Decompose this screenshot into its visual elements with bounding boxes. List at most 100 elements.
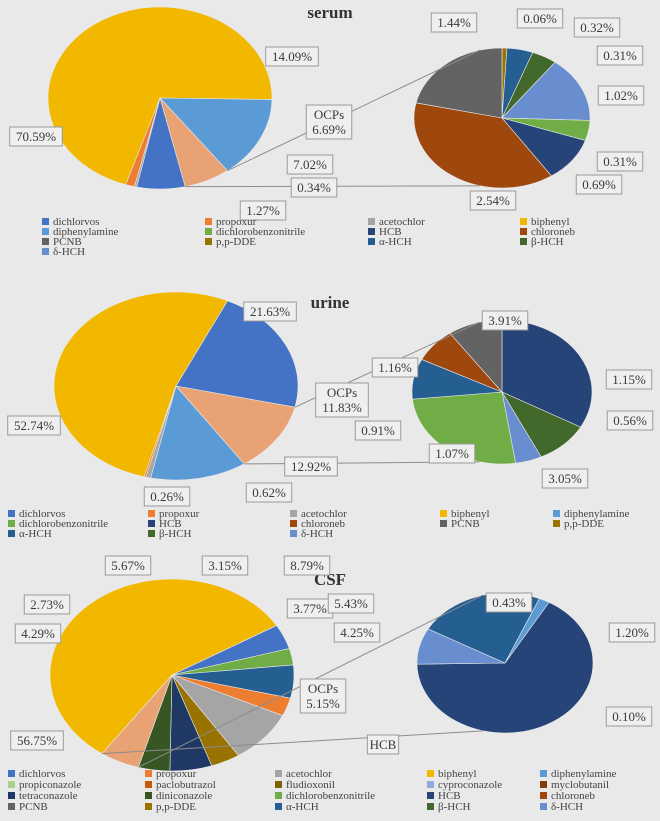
legend-label-dichlorvos: dichlorvos	[19, 768, 65, 780]
legend-label-hch: δ-HCH	[53, 246, 85, 258]
legend-swatch-cyproconazole	[427, 781, 434, 788]
legend-label-hcb: HCB	[438, 790, 461, 802]
data-label-box	[605, 706, 653, 727]
legend-swatch-pcnb	[440, 520, 447, 527]
data-label: 0.31%	[603, 154, 637, 169]
data-label-box	[104, 555, 152, 576]
legend-label-dichlorobenzonitrile: dichlorobenzonitrile	[286, 790, 375, 802]
legend-label-dichlorobenzonitrile: dichlorobenzonitrile	[216, 226, 305, 238]
breakout-slice-hcb	[416, 602, 594, 734]
legend-label-chloroneb: chloroneb	[531, 226, 575, 238]
main-slice-diphenylamine	[159, 97, 273, 172]
legend-label-pcnb: PCNB	[451, 518, 480, 530]
legend-serum: dichlorvos propoxur acetochlor biphenyl diph…	[42, 216, 575, 258]
legend-label-diphenylamine: diphenylamine	[53, 226, 118, 238]
legend-swatch-chloroneb	[540, 792, 547, 799]
data-label: 0.10%	[612, 709, 646, 724]
data-label: 21.63%	[250, 304, 290, 319]
data-label: 0.56%	[613, 413, 647, 428]
data-label: 1.15%	[612, 372, 646, 387]
data-label-box	[596, 45, 644, 66]
legend-label-hch: β-HCH	[159, 528, 192, 540]
connector-line-top	[227, 49, 481, 172]
data-label: 0.69%	[582, 177, 616, 192]
legend-label-hch: α-HCH	[19, 528, 52, 540]
main-slice-propoxur	[143, 385, 177, 478]
legend-swatch-propoxur	[145, 770, 152, 777]
legend-label-hch: δ-HCH	[551, 801, 583, 813]
data-label: 1.02%	[604, 88, 638, 103]
legend-swatch-chloroneb	[520, 228, 527, 235]
legend-swatch-diphenylamine	[553, 510, 560, 517]
chart-panel-urine: urine 52.74% 21.63% OCPs 11.83% 12.92% 0.62% 0.…	[7, 291, 654, 540]
data-label-box	[605, 369, 653, 390]
legend-swatch-diphenylamine	[42, 228, 49, 235]
legend-label-propiconazole: propiconazole	[19, 779, 81, 791]
legend-label-acetochlor: acetochlor	[301, 508, 347, 520]
legend-swatch-propiconazole	[8, 781, 15, 788]
data-label-box	[597, 85, 645, 106]
data-label: 0.43%	[492, 595, 526, 610]
legend-label-myclobutanil: myclobutanil	[551, 779, 609, 791]
data-label: 3.91%	[488, 313, 522, 328]
data-label-box	[541, 468, 589, 489]
legend-swatch-chloroneb	[290, 520, 297, 527]
legend-swatch-biphenyl	[427, 770, 434, 777]
legend-label-biphenyl: biphenyl	[438, 768, 477, 780]
legend-swatch-hch	[42, 248, 49, 255]
legend-label-diphenylamine: diphenylamine	[564, 508, 629, 520]
legend-swatch-hch	[148, 530, 155, 537]
legend-swatch-hch	[368, 238, 375, 245]
breakout-slice-chloroneb	[413, 102, 552, 189]
legend-label-chloroneb: chloroneb	[551, 790, 595, 802]
chart-panel-serum: serum 70.59% 14.09% OCPs 6.69% 7.02% 0.34% 1.27…	[9, 3, 645, 258]
data-label: 0.62%	[252, 485, 286, 500]
legend-label-hch: α-HCH	[379, 236, 412, 248]
data-label: 2.73%	[30, 597, 64, 612]
legend-label-cyproconazole: cyproconazole	[438, 779, 502, 791]
legend-swatch-pcnb	[8, 803, 15, 810]
legend-swatch-myclobutanil	[540, 781, 547, 788]
legend-swatch-dichlorvos	[42, 218, 49, 225]
data-label-box	[265, 46, 319, 67]
legend-label-chloroneb: chloroneb	[301, 518, 345, 530]
data-label-box	[290, 177, 338, 198]
data-label: 0.91%	[361, 423, 395, 438]
data-label: 1.07%	[435, 446, 469, 461]
data-label-box	[428, 443, 476, 464]
data-label: 4.29%	[21, 626, 55, 641]
legend-swatch-propoxur	[205, 218, 212, 225]
data-label: 70.59%	[16, 129, 56, 144]
legend-swatch-propoxur	[148, 510, 155, 517]
legend-swatch-dichlorobenzonitrile	[275, 792, 282, 799]
legend-label-biphenyl: biphenyl	[531, 216, 570, 228]
chart-title: urine	[311, 293, 350, 312]
main-slice-diphenylamine	[150, 385, 245, 481]
data-label-box	[575, 174, 623, 195]
data-label: 5.43%	[334, 596, 368, 611]
data-label: 56.75%	[17, 733, 57, 748]
legend-label-pcnb: PCNB	[19, 801, 48, 813]
legend-swatch-acetochlor	[368, 218, 375, 225]
legend-label-p-p-dde: p,p-DDE	[156, 801, 196, 813]
legend-swatch-biphenyl	[520, 218, 527, 225]
data-label: OCPs 11.83%	[322, 385, 362, 415]
data-label: HCB	[370, 737, 397, 752]
data-label: 1.44%	[437, 15, 471, 30]
data-label: 2.54%	[476, 193, 510, 208]
legend-label-dichlorobenzonitrile: dichlorobenzonitrile	[19, 518, 108, 530]
data-label-box	[9, 126, 63, 147]
legend-swatch-hch	[8, 530, 15, 537]
legend-label-tetraconazole: tetraconazole	[19, 790, 78, 802]
data-label: 0.34%	[297, 180, 331, 195]
data-label: 0.32%	[580, 20, 614, 35]
legend-swatch-fludioxonil	[275, 781, 282, 788]
data-label: 0.31%	[603, 48, 637, 63]
legend-swatch-hch	[540, 803, 547, 810]
data-label-box	[481, 310, 529, 331]
connector-line-bottom	[101, 730, 484, 755]
data-label: 3.15%	[208, 558, 242, 573]
legend-label-diphenylamine: diphenylamine	[551, 768, 616, 780]
data-label-box	[284, 456, 338, 477]
